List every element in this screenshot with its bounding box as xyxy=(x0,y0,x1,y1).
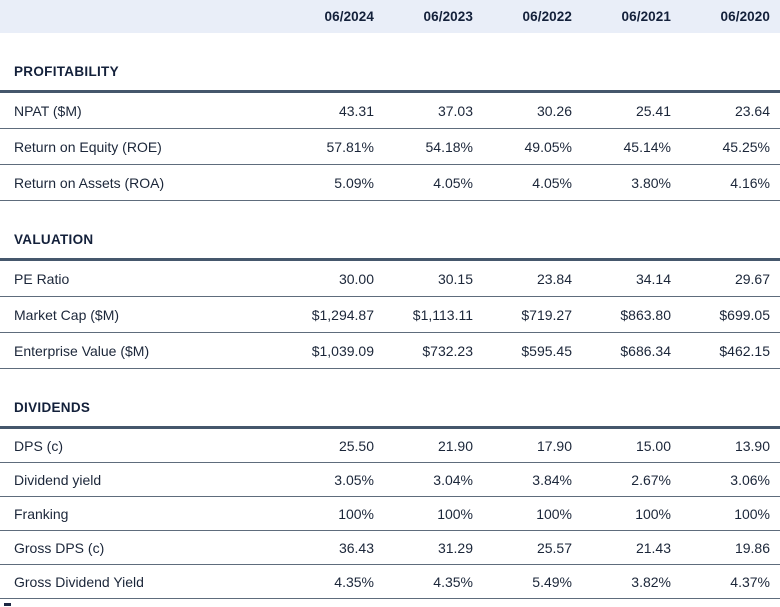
cell-value: 31.29 xyxy=(437,539,473,556)
column-header-06-2022: 06/2022 xyxy=(522,9,572,24)
cell-value: 5.49% xyxy=(532,573,572,590)
cell-value: 29.67 xyxy=(734,270,770,287)
cell-value: 25.57 xyxy=(536,539,572,556)
cell-value: 5.09% xyxy=(334,174,374,191)
column-header-row: 06/2024 06/2023 06/2022 06/2021 06/2020 xyxy=(0,0,780,33)
cell-value: 15.00 xyxy=(635,437,671,454)
cell-value: 3.04% xyxy=(433,471,473,488)
row-label: PE Ratio xyxy=(14,270,70,287)
cell-value: $1,294.87 xyxy=(311,306,374,323)
cell-value: 30.00 xyxy=(338,270,374,287)
section-title-profitability: PROFITABILITY xyxy=(0,33,780,93)
cell-value: 4.37% xyxy=(730,573,770,590)
section-valuation: VALUATION PE Ratio 30.00 30.15 23.84 34.… xyxy=(0,201,780,369)
cell-value: 19.86 xyxy=(734,539,770,556)
section-profitability: PROFITABILITY NPAT ($M) 43.31 37.03 30.2… xyxy=(0,33,780,201)
cell-value: $699.05 xyxy=(719,306,770,323)
cell-value: 4.16% xyxy=(730,174,770,191)
cell-value: $462.15 xyxy=(719,342,770,359)
row-label: NPAT ($M) xyxy=(14,102,82,119)
cell-value: 37.03 xyxy=(437,102,473,119)
cell-value: 36.43 xyxy=(338,539,374,556)
cell-value: 100% xyxy=(734,505,770,522)
row-label: Dividend yield xyxy=(14,471,102,488)
cell-value: 100% xyxy=(338,505,374,522)
cell-value: 100% xyxy=(437,505,473,522)
cell-value: 25.41 xyxy=(635,102,671,119)
cell-value: 23.64 xyxy=(734,102,770,119)
table-row-npat: NPAT ($M) 43.31 37.03 30.26 25.41 23.64 xyxy=(0,93,780,129)
table-row-roe: Return on Equity (ROE) 57.81% 54.18% 49.… xyxy=(0,129,780,165)
section-dividends: DIVIDENDS DPS (c) 25.50 21.90 17.90 15.0… xyxy=(0,369,780,599)
table-row-market-cap: Market Cap ($M) $1,294.87 $1,113.11 $719… xyxy=(0,297,780,333)
cell-value: 100% xyxy=(635,505,671,522)
row-label: DPS (c) xyxy=(14,437,63,454)
row-label: Franking xyxy=(14,505,69,522)
section-title-dividends: DIVIDENDS xyxy=(0,369,780,429)
row-label: Gross Dividend Yield xyxy=(14,573,144,590)
cell-value: $1,039.09 xyxy=(311,342,374,359)
cell-value: 23.84 xyxy=(536,270,572,287)
cell-value: 17.90 xyxy=(536,437,572,454)
table-row-enterprise-value: Enterprise Value ($M) $1,039.09 $732.23 … xyxy=(0,333,780,369)
cell-value: 34.14 xyxy=(635,270,671,287)
column-header-06-2023: 06/2023 xyxy=(423,9,473,24)
table-row-dividend-yield: Dividend yield 3.05% 3.04% 3.84% 2.67% 3… xyxy=(0,463,780,497)
cell-value: 13.90 xyxy=(734,437,770,454)
column-header-06-2020: 06/2020 xyxy=(720,9,770,24)
cutoff-element xyxy=(4,603,11,606)
cell-value: $719.27 xyxy=(521,306,572,323)
cell-value: 3.05% xyxy=(334,471,374,488)
cell-value: 100% xyxy=(536,505,572,522)
table-row-pe-ratio: PE Ratio 30.00 30.15 23.84 34.14 29.67 xyxy=(0,261,780,297)
row-label: Return on Equity (ROE) xyxy=(14,138,162,155)
cell-value: 3.80% xyxy=(631,174,671,191)
column-header-06-2024: 06/2024 xyxy=(324,9,374,24)
cell-value: 49.05% xyxy=(524,138,572,155)
cell-value: 4.05% xyxy=(532,174,572,191)
cell-value: $595.45 xyxy=(521,342,572,359)
cell-value: 4.35% xyxy=(433,573,473,590)
table-row-gross-dividend-yield: Gross Dividend Yield 4.35% 4.35% 5.49% 3… xyxy=(0,565,780,599)
row-label: Gross DPS (c) xyxy=(14,539,105,556)
cell-value: 30.15 xyxy=(437,270,473,287)
row-label: Market Cap ($M) xyxy=(14,306,120,323)
cell-value: 3.06% xyxy=(730,471,770,488)
cell-value: 45.25% xyxy=(722,138,770,155)
cell-value: 3.84% xyxy=(532,471,572,488)
cell-value: 3.82% xyxy=(631,573,671,590)
section-title-valuation: VALUATION xyxy=(0,201,780,261)
cell-value: 54.18% xyxy=(425,138,473,155)
cell-value: 45.14% xyxy=(623,138,671,155)
table-row-dps: DPS (c) 25.50 21.90 17.90 15.00 13.90 xyxy=(0,429,780,463)
table-row-roa: Return on Assets (ROA) 5.09% 4.05% 4.05%… xyxy=(0,165,780,201)
row-label: Enterprise Value ($M) xyxy=(14,342,150,359)
cell-value: 4.35% xyxy=(334,573,374,590)
cell-value: $1,113.11 xyxy=(412,306,473,323)
cell-value: 57.81% xyxy=(326,138,374,155)
cell-value: 2.67% xyxy=(631,471,671,488)
cell-value: 21.43 xyxy=(635,539,671,556)
table-row-gross-dps: Gross DPS (c) 36.43 31.29 25.57 21.43 19… xyxy=(0,531,780,565)
cell-value: 4.05% xyxy=(433,174,473,191)
cell-value: 30.26 xyxy=(536,102,572,119)
cell-value: $863.80 xyxy=(620,306,671,323)
row-label: Return on Assets (ROA) xyxy=(14,174,165,191)
column-header-06-2021: 06/2021 xyxy=(621,9,671,24)
cell-value: 21.90 xyxy=(437,437,473,454)
table-row-franking: Franking 100% 100% 100% 100% 100% xyxy=(0,497,780,531)
cell-value: 25.50 xyxy=(338,437,374,454)
cell-value: $686.34 xyxy=(620,342,671,359)
cell-value: $732.23 xyxy=(422,342,473,359)
cell-value: 43.31 xyxy=(338,102,374,119)
